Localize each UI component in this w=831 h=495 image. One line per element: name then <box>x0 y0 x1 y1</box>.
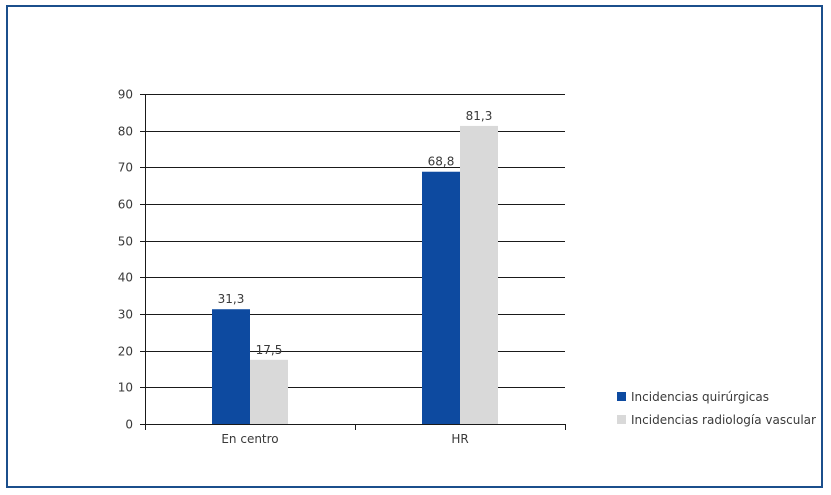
data-labels: 31,3 17,5 68,8 81,3 <box>218 109 493 357</box>
y-tick-label: 10 <box>118 381 133 395</box>
y-tick-label: 80 <box>118 125 133 139</box>
data-label: 17,5 <box>256 343 283 357</box>
y-tick-label: 20 <box>118 345 133 359</box>
y-tick-label: 60 <box>118 198 133 212</box>
data-label: 81,3 <box>466 109 493 123</box>
chart-frame <box>6 5 823 488</box>
data-label: 68,8 <box>428 155 455 169</box>
legend-label: Incidencias radiología vascular <box>631 413 816 427</box>
y-tick-label: 0 <box>125 418 133 432</box>
y-tick-label: 90 <box>118 88 133 102</box>
y-tick-label: 70 <box>118 161 133 175</box>
legend-swatch-0 <box>617 392 626 401</box>
legend-swatch-1 <box>617 415 626 424</box>
legend-label: Incidencias quirúrgicas <box>631 390 769 404</box>
bars <box>212 125 498 425</box>
bar-0-0 <box>212 309 250 424</box>
x-category-label: En centro <box>221 432 278 446</box>
data-label: 31,3 <box>218 292 245 306</box>
y-axis-ticks: 0 10 20 30 40 50 60 70 80 90 <box>118 88 146 432</box>
y-tick-label: 30 <box>118 308 133 322</box>
y-tick-label: 40 <box>118 271 133 285</box>
y-tick-label: 50 <box>118 235 133 249</box>
bar-1-1 <box>460 125 498 425</box>
x-axis: En centro HR <box>145 424 566 446</box>
x-category-label: HR <box>451 432 468 446</box>
legend: Incidencias quirúrgicas Incidencias radio… <box>617 390 816 427</box>
gridlines <box>145 94 565 425</box>
bar-0-1 <box>250 359 288 424</box>
bar-1-0 <box>422 171 460 424</box>
